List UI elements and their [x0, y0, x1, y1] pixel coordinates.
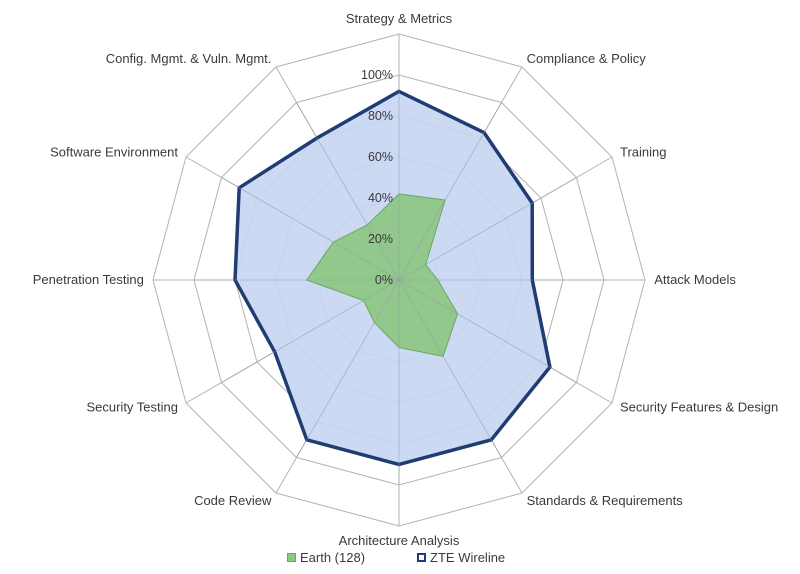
category-label-7: Code Review: [194, 493, 272, 508]
tick-label-2: 40%: [368, 191, 393, 205]
radar-ticks: 0% 20% 40% 60% 80% 100%: [361, 68, 393, 287]
legend-swatch-zte: [417, 552, 427, 562]
category-label-4: Security Features & Design: [620, 400, 778, 415]
category-label-9: Penetration Testing: [33, 272, 144, 287]
legend-label-earth: Earth (128): [300, 549, 366, 565]
category-label-8: Security Testing: [86, 400, 178, 415]
inner-spoke: [221, 177, 400, 281]
tick-label-4: 80%: [368, 109, 393, 123]
inner-spoke: [398, 279, 577, 383]
category-label-2: Training: [620, 144, 666, 159]
inner-spoke: [296, 102, 400, 281]
radar-series: [194, 75, 604, 485]
tick-label-5: 100%: [361, 68, 393, 82]
tick-label-3: 60%: [368, 150, 393, 164]
inner-spoke: [398, 177, 577, 281]
tick-label-0: 0%: [375, 273, 393, 287]
legend: Earth (128) ZTE Wireline: [287, 548, 505, 566]
category-label-6: Architecture Analysis: [339, 533, 460, 548]
category-label-0: Strategy & Metrics: [346, 11, 453, 26]
radar-category-labels: Strategy & Metrics Compliance & Policy Tra…: [33, 11, 778, 548]
category-label-1: Compliance & Policy: [527, 51, 647, 66]
inner-spoke: [296, 279, 400, 458]
category-label-11: Config. Mgmt. & Vuln. Mgmt.: [106, 51, 272, 66]
inner-spoke: [221, 279, 400, 383]
legend-label-zte: ZTE Wireline: [430, 549, 506, 565]
legend-entry-zte[interactable]: ZTE Wireline: [417, 550, 505, 565]
category-label-3: Attack Models: [654, 272, 736, 287]
tick-label-1: 20%: [368, 232, 393, 246]
inner-spoke: [398, 102, 502, 281]
legend-swatch-earth: [287, 552, 296, 562]
legend-entry-earth[interactable]: Earth (128): [287, 550, 365, 565]
category-label-5: Standards & Requirements: [527, 493, 684, 508]
inner-spoke: [398, 279, 502, 458]
category-label-10: Software Environment: [50, 144, 178, 159]
